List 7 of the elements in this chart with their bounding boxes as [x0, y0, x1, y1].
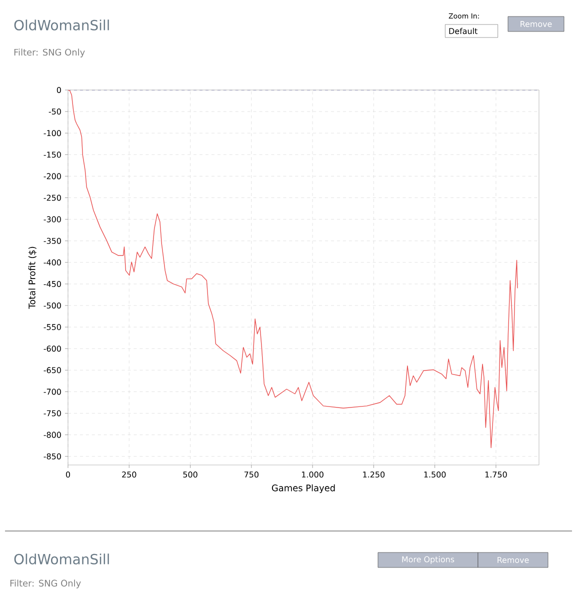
chart-subtitle: Filter: SNG Only: [14, 48, 85, 58]
chart-title: OldWomanSill: [14, 20, 109, 30]
y-axis-title: Total Profit ($): [28, 246, 37, 309]
line-series: [68, 90, 518, 448]
x-axis-title: Games Played: [272, 484, 335, 494]
text: OldWomanSill: [14, 554, 109, 564]
text: Filter: SNG Only: [10, 580, 81, 588]
